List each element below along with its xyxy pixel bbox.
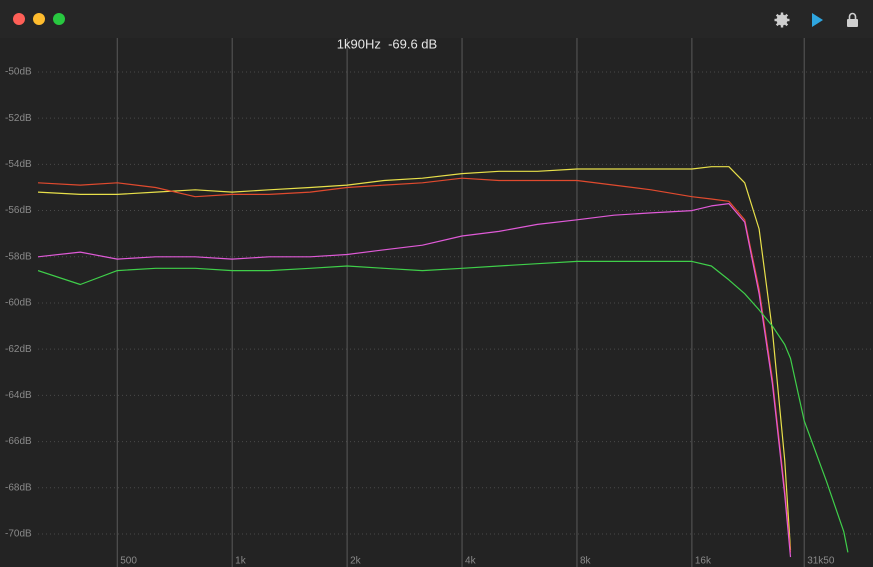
cursor-readout: 1k90Hz -69.6 dB <box>337 36 437 51</box>
y-tick-label: -52dB <box>5 113 32 124</box>
y-tick-label: -64dB <box>5 390 32 401</box>
series-line <box>38 166 792 551</box>
x-tick-label: 8k <box>580 556 592 567</box>
x-tick-label: 500 <box>120 556 137 567</box>
settings-icon[interactable] <box>774 12 790 28</box>
y-tick-label: -70dB <box>5 529 32 540</box>
grid: -50dB -52dB -54dB -56dB -58dB -60dB -62dB -64dB… <box>5 38 873 567</box>
y-tick-label: -68dB <box>5 482 32 493</box>
lock-icon[interactable] <box>847 12 858 28</box>
y-tick-label: -62dB <box>5 344 32 355</box>
y-tick-label: -60dB <box>5 298 32 309</box>
y-tick-label: -50dB <box>5 67 32 78</box>
y-tick-label: -56dB <box>5 205 32 216</box>
x-tick-label: 1k <box>235 556 247 567</box>
series-line <box>38 260 849 553</box>
title-bar <box>0 0 873 38</box>
zoom-button[interactable] <box>53 13 65 25</box>
x-tick-label: 16k <box>695 556 712 567</box>
x-tick-label: 2k <box>350 556 362 567</box>
minimize-button[interactable] <box>33 13 45 25</box>
series-line <box>38 203 792 558</box>
y-tick-label: -58dB <box>5 251 32 262</box>
series-line <box>38 177 792 553</box>
play-button[interactable] <box>812 13 823 27</box>
plot-lines <box>38 166 849 558</box>
y-tick-label: -54dB <box>5 159 32 170</box>
x-tick-label: 4k <box>465 556 477 567</box>
close-button[interactable] <box>13 13 25 25</box>
x-tick-label: 31k50 <box>807 556 835 567</box>
y-tick-label: -66dB <box>5 436 32 447</box>
